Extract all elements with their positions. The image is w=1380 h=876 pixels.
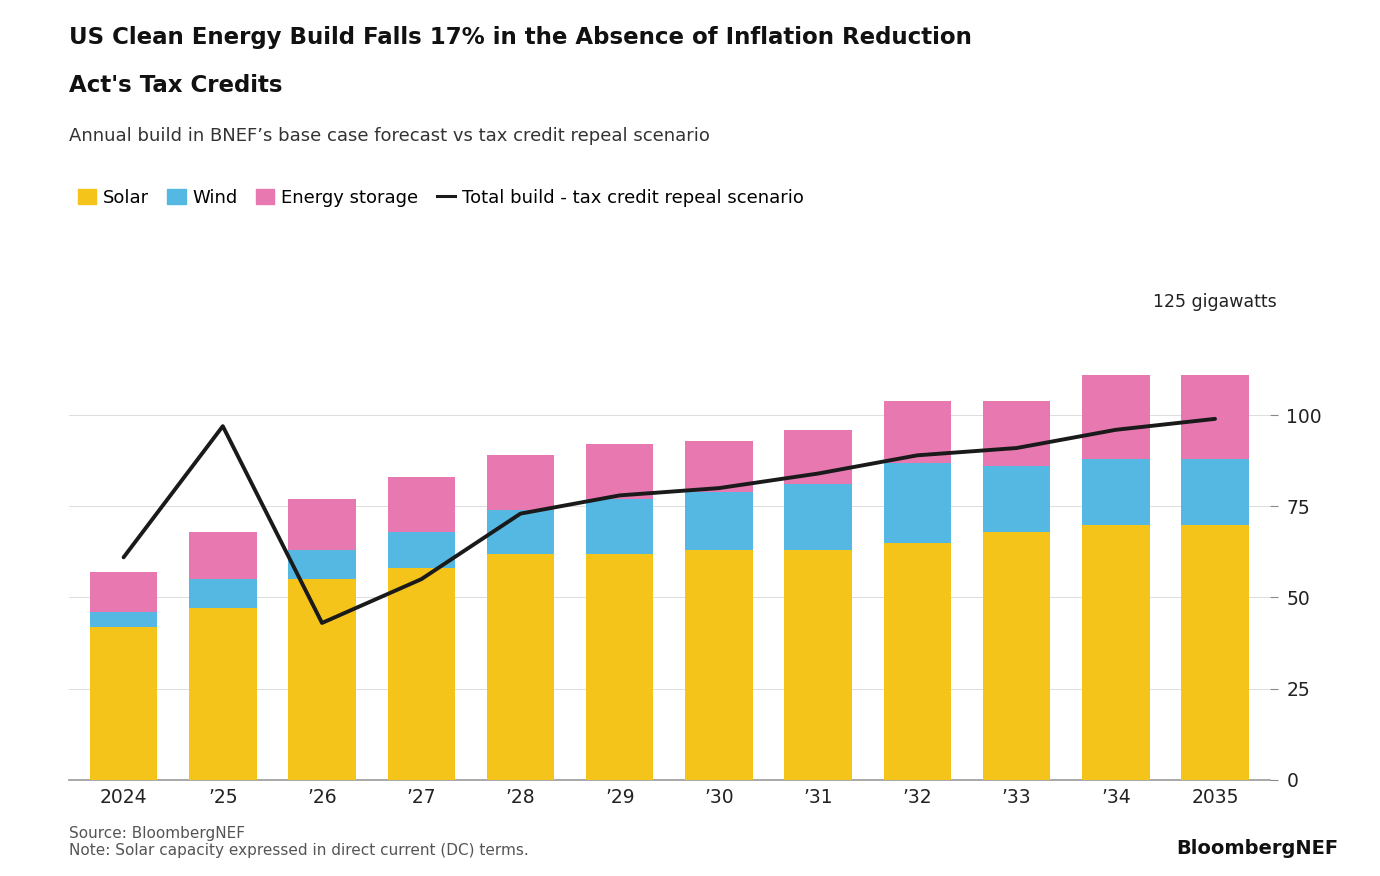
Bar <box>288 499 356 550</box>
Bar <box>90 626 157 780</box>
Legend: Solar, Wind, Energy storage, Total build - tax credit repeal scenario: Solar, Wind, Energy storage, Total build… <box>79 188 803 207</box>
Bar <box>784 550 851 780</box>
Bar <box>883 463 951 543</box>
Bar <box>189 608 257 780</box>
Bar <box>883 543 951 780</box>
Bar <box>487 456 555 510</box>
Text: Source: BloombergNEF
Note: Solar capacity expressed in direct current (DC) terms: Source: BloombergNEF Note: Solar capacit… <box>69 826 529 858</box>
Bar <box>586 499 653 554</box>
Bar <box>1181 375 1249 459</box>
Bar <box>189 579 257 608</box>
Bar <box>686 441 752 491</box>
Bar <box>1082 459 1150 525</box>
Bar <box>90 572 157 612</box>
Bar <box>784 430 851 484</box>
Bar <box>983 466 1050 532</box>
Bar <box>586 444 653 499</box>
Text: US Clean Energy Build Falls 17% in the Absence of Inflation Reduction: US Clean Energy Build Falls 17% in the A… <box>69 26 972 49</box>
Bar <box>90 612 157 626</box>
Text: Act's Tax Credits: Act's Tax Credits <box>69 74 283 97</box>
Text: BloombergNEF: BloombergNEF <box>1177 839 1339 858</box>
Bar <box>487 510 555 554</box>
Bar <box>983 532 1050 780</box>
Bar <box>1181 459 1249 525</box>
Bar <box>487 554 555 780</box>
Bar <box>388 569 455 780</box>
Bar <box>686 491 752 550</box>
Bar <box>388 532 455 569</box>
Bar <box>883 400 951 463</box>
Text: Annual build in BNEF’s base case forecast vs tax credit repeal scenario: Annual build in BNEF’s base case forecas… <box>69 127 709 145</box>
Bar <box>288 550 356 579</box>
Bar <box>586 554 653 780</box>
Bar <box>1082 375 1150 459</box>
Text: 125 gigawatts: 125 gigawatts <box>1152 293 1276 311</box>
Bar <box>983 400 1050 466</box>
Bar <box>288 579 356 780</box>
Bar <box>189 532 257 579</box>
Bar <box>388 477 455 532</box>
Bar <box>1181 525 1249 780</box>
Bar <box>686 550 752 780</box>
Bar <box>784 484 851 550</box>
Bar <box>1082 525 1150 780</box>
